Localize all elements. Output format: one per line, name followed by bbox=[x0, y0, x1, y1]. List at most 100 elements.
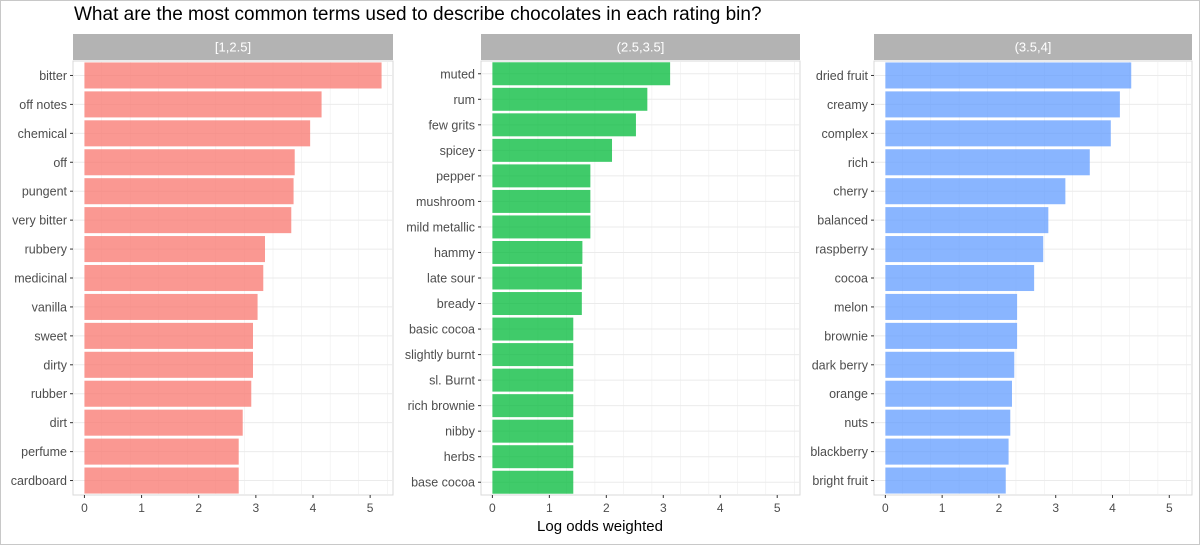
bar bbox=[492, 470, 574, 494]
bar bbox=[84, 178, 294, 205]
bar bbox=[84, 207, 292, 234]
category-label: creamy bbox=[827, 98, 869, 112]
bar bbox=[492, 368, 574, 392]
bar bbox=[84, 409, 243, 436]
bar bbox=[492, 87, 648, 111]
bar bbox=[84, 62, 382, 89]
x-tick-label: 2 bbox=[195, 501, 202, 515]
category-label: herbs bbox=[444, 450, 475, 464]
category-label: few grits bbox=[428, 118, 475, 132]
category-label: slightly burnt bbox=[405, 348, 476, 362]
facet-panel: dried fruit creamy complex rich cherry balanc… bbox=[810, 34, 1193, 515]
category-label: dried fruit bbox=[816, 69, 869, 83]
category-label: melon bbox=[834, 300, 868, 314]
category-label: cardboard bbox=[11, 474, 67, 488]
facet-strip bbox=[481, 34, 800, 60]
x-tick-label: 4 bbox=[310, 501, 317, 515]
category-label: spicey bbox=[440, 144, 476, 158]
bar bbox=[885, 322, 1018, 349]
category-label: raspberry bbox=[815, 243, 869, 257]
bar bbox=[492, 266, 582, 290]
facet-strip-label: (3.5,4] bbox=[1015, 40, 1052, 55]
bar bbox=[492, 394, 574, 418]
x-tick-label: 1 bbox=[939, 501, 946, 515]
bar bbox=[84, 438, 239, 465]
bar bbox=[492, 343, 574, 367]
x-tick-label: 2 bbox=[996, 501, 1003, 515]
category-label: late sour bbox=[427, 272, 475, 286]
facet-strip bbox=[874, 34, 1192, 60]
bar bbox=[492, 164, 591, 188]
facet-strip bbox=[73, 34, 393, 60]
bar bbox=[885, 438, 1009, 465]
category-label: cocoa bbox=[835, 272, 868, 286]
bar bbox=[492, 189, 591, 213]
bar bbox=[84, 264, 264, 292]
x-tick-label: 0 bbox=[81, 501, 88, 515]
category-label: balanced bbox=[817, 214, 868, 228]
category-label: basic cocoa bbox=[409, 323, 475, 337]
category-label: bitter bbox=[39, 69, 67, 83]
bar bbox=[84, 120, 311, 147]
bar bbox=[492, 62, 671, 86]
category-label: nibby bbox=[445, 425, 476, 439]
bar bbox=[84, 91, 322, 118]
bar bbox=[84, 467, 239, 494]
facet-strip-label: (2.5,3.5] bbox=[617, 40, 665, 55]
bar bbox=[885, 380, 1012, 407]
facet-panel: bitter off notes chemical off pungent very bi… bbox=[11, 34, 394, 515]
category-label: rum bbox=[453, 93, 475, 107]
bar bbox=[885, 178, 1066, 205]
bar bbox=[84, 149, 295, 176]
category-label: bright fruit bbox=[812, 474, 868, 488]
bar bbox=[492, 419, 574, 443]
facet-strip-label: [1,2.5] bbox=[215, 40, 251, 55]
bar bbox=[492, 445, 574, 469]
category-label: chemical bbox=[18, 127, 67, 141]
category-label: base cocoa bbox=[411, 476, 475, 490]
bar bbox=[885, 264, 1035, 292]
chart-title: What are the most common terms used to d… bbox=[74, 4, 762, 25]
bar bbox=[492, 292, 582, 316]
category-label: very bitter bbox=[12, 214, 67, 228]
category-label: medicinal bbox=[14, 272, 67, 286]
x-tick-label: 3 bbox=[253, 501, 260, 515]
category-label: off notes bbox=[19, 98, 67, 112]
category-label: rich bbox=[848, 156, 868, 170]
x-tick-label: 1 bbox=[546, 501, 553, 515]
bar bbox=[885, 467, 1006, 494]
category-label: hammy bbox=[434, 246, 476, 260]
category-label: brownie bbox=[824, 329, 868, 343]
category-label: orange bbox=[829, 387, 868, 401]
bar bbox=[885, 207, 1049, 234]
x-tick-label: 0 bbox=[489, 501, 496, 515]
category-label: dark berry bbox=[812, 358, 869, 372]
bar bbox=[885, 62, 1132, 89]
x-tick-label: 5 bbox=[367, 501, 374, 515]
bar bbox=[885, 409, 1011, 436]
category-label: nuts bbox=[844, 416, 868, 430]
x-tick-label: 4 bbox=[717, 501, 724, 515]
category-label: rubbery bbox=[25, 243, 68, 257]
category-label: perfume bbox=[21, 445, 67, 459]
bar bbox=[84, 236, 265, 263]
bar bbox=[492, 215, 591, 239]
category-label: mild metallic bbox=[406, 220, 475, 234]
category-label: off bbox=[53, 156, 67, 170]
x-axis-label: Log odds weighted bbox=[537, 518, 663, 535]
facet-panel: muted rum few grits spicey pepper mushroom mil… bbox=[405, 34, 801, 515]
category-label: sl. Burnt bbox=[429, 374, 475, 388]
x-tick-label: 1 bbox=[138, 501, 145, 515]
category-label: complex bbox=[821, 127, 868, 141]
bar bbox=[84, 351, 253, 378]
x-tick-label: 3 bbox=[660, 501, 667, 515]
bar bbox=[492, 240, 583, 264]
bar bbox=[492, 113, 636, 137]
bar bbox=[84, 293, 258, 320]
bar bbox=[885, 91, 1120, 118]
bar bbox=[492, 138, 613, 162]
category-label: blackberry bbox=[810, 445, 868, 459]
category-label: dirt bbox=[50, 416, 68, 430]
x-tick-label: 4 bbox=[1109, 501, 1116, 515]
